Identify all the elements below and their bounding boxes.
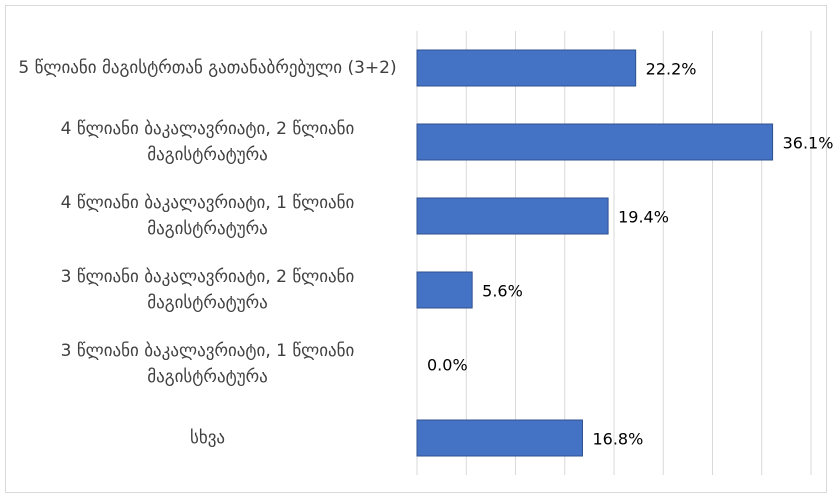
chart-frame <box>5 5 827 493</box>
value-label: 22.2% <box>646 60 697 79</box>
category-label: 3 წლიანი ბაკალავრიატი, 1 წლიანი მაგისტრა… <box>60 341 355 387</box>
bar <box>416 271 473 309</box>
value-label: 36.1% <box>783 134 834 153</box>
category-label: 4 წლიანი ბაკალავრიატი, 2 წლიანი მაგისტრა… <box>60 119 355 165</box>
bar <box>416 49 637 87</box>
value-label: 16.8% <box>592 430 643 449</box>
category-label: 4 წლიანი ბაკალავრიატი, 1 წლიანი მაგისტრა… <box>60 193 355 239</box>
value-label: 5.6% <box>482 282 523 301</box>
value-label: 0.0% <box>427 356 468 375</box>
category-label: სხვა <box>189 428 226 448</box>
bar <box>416 419 583 457</box>
bar <box>416 123 774 161</box>
category-label: 3 წლიანი ბაკალავრიატი, 2 წლიანი მაგისტრა… <box>60 267 355 313</box>
bar <box>416 197 609 235</box>
category-label: 5 წლიანი მაგისტრთან გათანაბრებული (3+2) <box>18 58 397 78</box>
value-label: 19.4% <box>618 208 669 227</box>
